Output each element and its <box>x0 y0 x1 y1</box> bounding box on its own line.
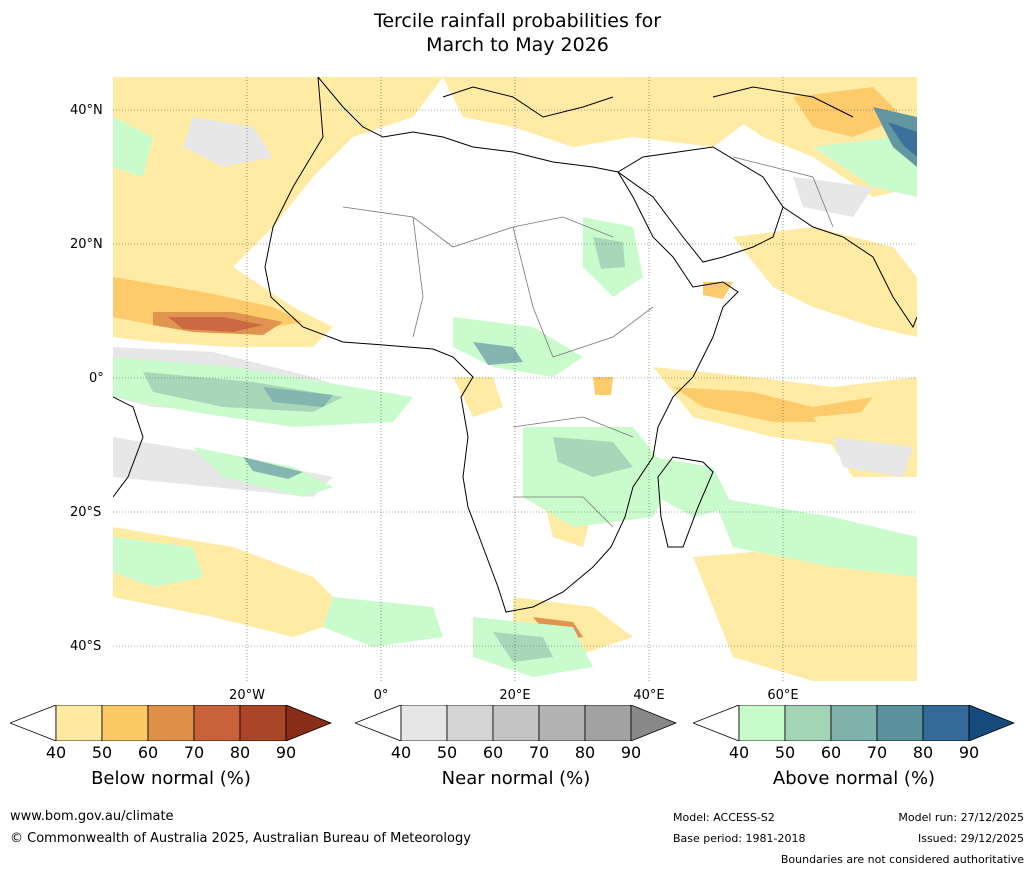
below-normal-tick-60: 60 <box>137 743 159 762</box>
above-normal-swatch-6 <box>968 705 1015 741</box>
above-normal-tick-60: 60 <box>820 743 842 762</box>
near-normal-swatch-6 <box>630 705 677 741</box>
below-normal-swatch-3 <box>147 705 195 741</box>
map-title-line-2: March to May 2026 <box>426 34 609 56</box>
near-normal-colorbar <box>355 705 677 741</box>
below-normal-swatch-1 <box>55 705 103 741</box>
near-normal-tick-40: 40 <box>390 743 412 762</box>
near-normal-tick-90: 90 <box>620 743 642 762</box>
lon-label-60e: 60°E <box>767 688 799 703</box>
below-normal-swatch-2 <box>101 705 149 741</box>
coastlines <box>113 77 917 613</box>
below-normal-swatch-0 <box>10 705 57 741</box>
bom-website-link[interactable]: www.bom.gov.au/climate <box>10 809 174 824</box>
lon-label-20e: 20°E <box>499 688 531 703</box>
above-normal-swatch-1 <box>738 705 786 741</box>
base-period: Base period: 1981-2018 <box>673 832 806 845</box>
above-normal-swatch-0 <box>693 705 740 741</box>
rainfall-probability-map <box>113 77 917 681</box>
above-normal-swatch-5 <box>922 705 970 741</box>
probability-patches <box>113 77 917 681</box>
near-normal-swatch-4 <box>538 705 586 741</box>
below-normal-tick-50: 50 <box>91 743 113 762</box>
lat-label-40n: 40°N <box>70 103 103 118</box>
map-title-line-1: Tercile rainfall probabilities for <box>373 10 662 32</box>
above-normal-colorbar <box>693 705 1015 741</box>
above-normal-tick-40: 40 <box>728 743 750 762</box>
lon-label-0: 0° <box>373 688 389 703</box>
above-normal-tick-90: 90 <box>958 743 980 762</box>
above-normal-swatch-2 <box>784 705 832 741</box>
above-normal-swatch-3 <box>830 705 878 741</box>
above-normal-tick-70: 70 <box>866 743 888 762</box>
above-normal-swatch-4 <box>876 705 924 741</box>
issued-date: Issued: 29/12/2025 <box>917 832 1024 845</box>
lat-label-20s: 20°S <box>70 505 102 520</box>
above-normal-tick-80: 80 <box>912 743 934 762</box>
lat-label-equator: 0° <box>89 371 104 386</box>
above-normal-tick-50: 50 <box>774 743 796 762</box>
near-normal-tick-50: 50 <box>436 743 458 762</box>
near-normal-tick-70: 70 <box>528 743 550 762</box>
near-normal-swatch-3 <box>492 705 540 741</box>
below-normal-swatch-4 <box>193 705 241 741</box>
near-normal-tick-80: 80 <box>574 743 596 762</box>
copyright-text: © Commonwealth of Australia 2025, Austra… <box>10 831 471 846</box>
near-normal-swatch-0 <box>355 705 402 741</box>
lon-label-40e: 40°E <box>633 688 665 703</box>
graticule <box>113 77 917 681</box>
below-normal-title: Below normal (%) <box>91 768 251 789</box>
near-normal-title: Near normal (%) <box>441 768 591 789</box>
near-normal-swatch-1 <box>400 705 448 741</box>
near-normal-tick-60: 60 <box>482 743 504 762</box>
below-normal-colorbar <box>10 705 332 741</box>
below-normal-swatch-5 <box>239 705 287 741</box>
below-normal-tick-90: 90 <box>275 743 297 762</box>
model-run-date: Model run: 27/12/2025 <box>898 811 1024 824</box>
lat-label-20n: 20°N <box>70 237 103 252</box>
near-normal-swatch-2 <box>446 705 494 741</box>
below-normal-swatch-6 <box>285 705 332 741</box>
above-normal-title: Above normal (%) <box>772 768 936 789</box>
model-name: Model: ACCESS-S2 <box>673 811 775 824</box>
near-normal-swatch-5 <box>584 705 632 741</box>
boundaries-disclaimer: Boundaries are not considered authoritat… <box>780 853 1024 866</box>
lon-label-20w: 20°W <box>229 688 265 703</box>
country-borders <box>342 156 834 528</box>
lat-label-40s: 40°S <box>70 639 102 654</box>
below-normal-tick-70: 70 <box>183 743 205 762</box>
below-normal-tick-80: 80 <box>229 743 251 762</box>
below-normal-tick-40: 40 <box>45 743 67 762</box>
